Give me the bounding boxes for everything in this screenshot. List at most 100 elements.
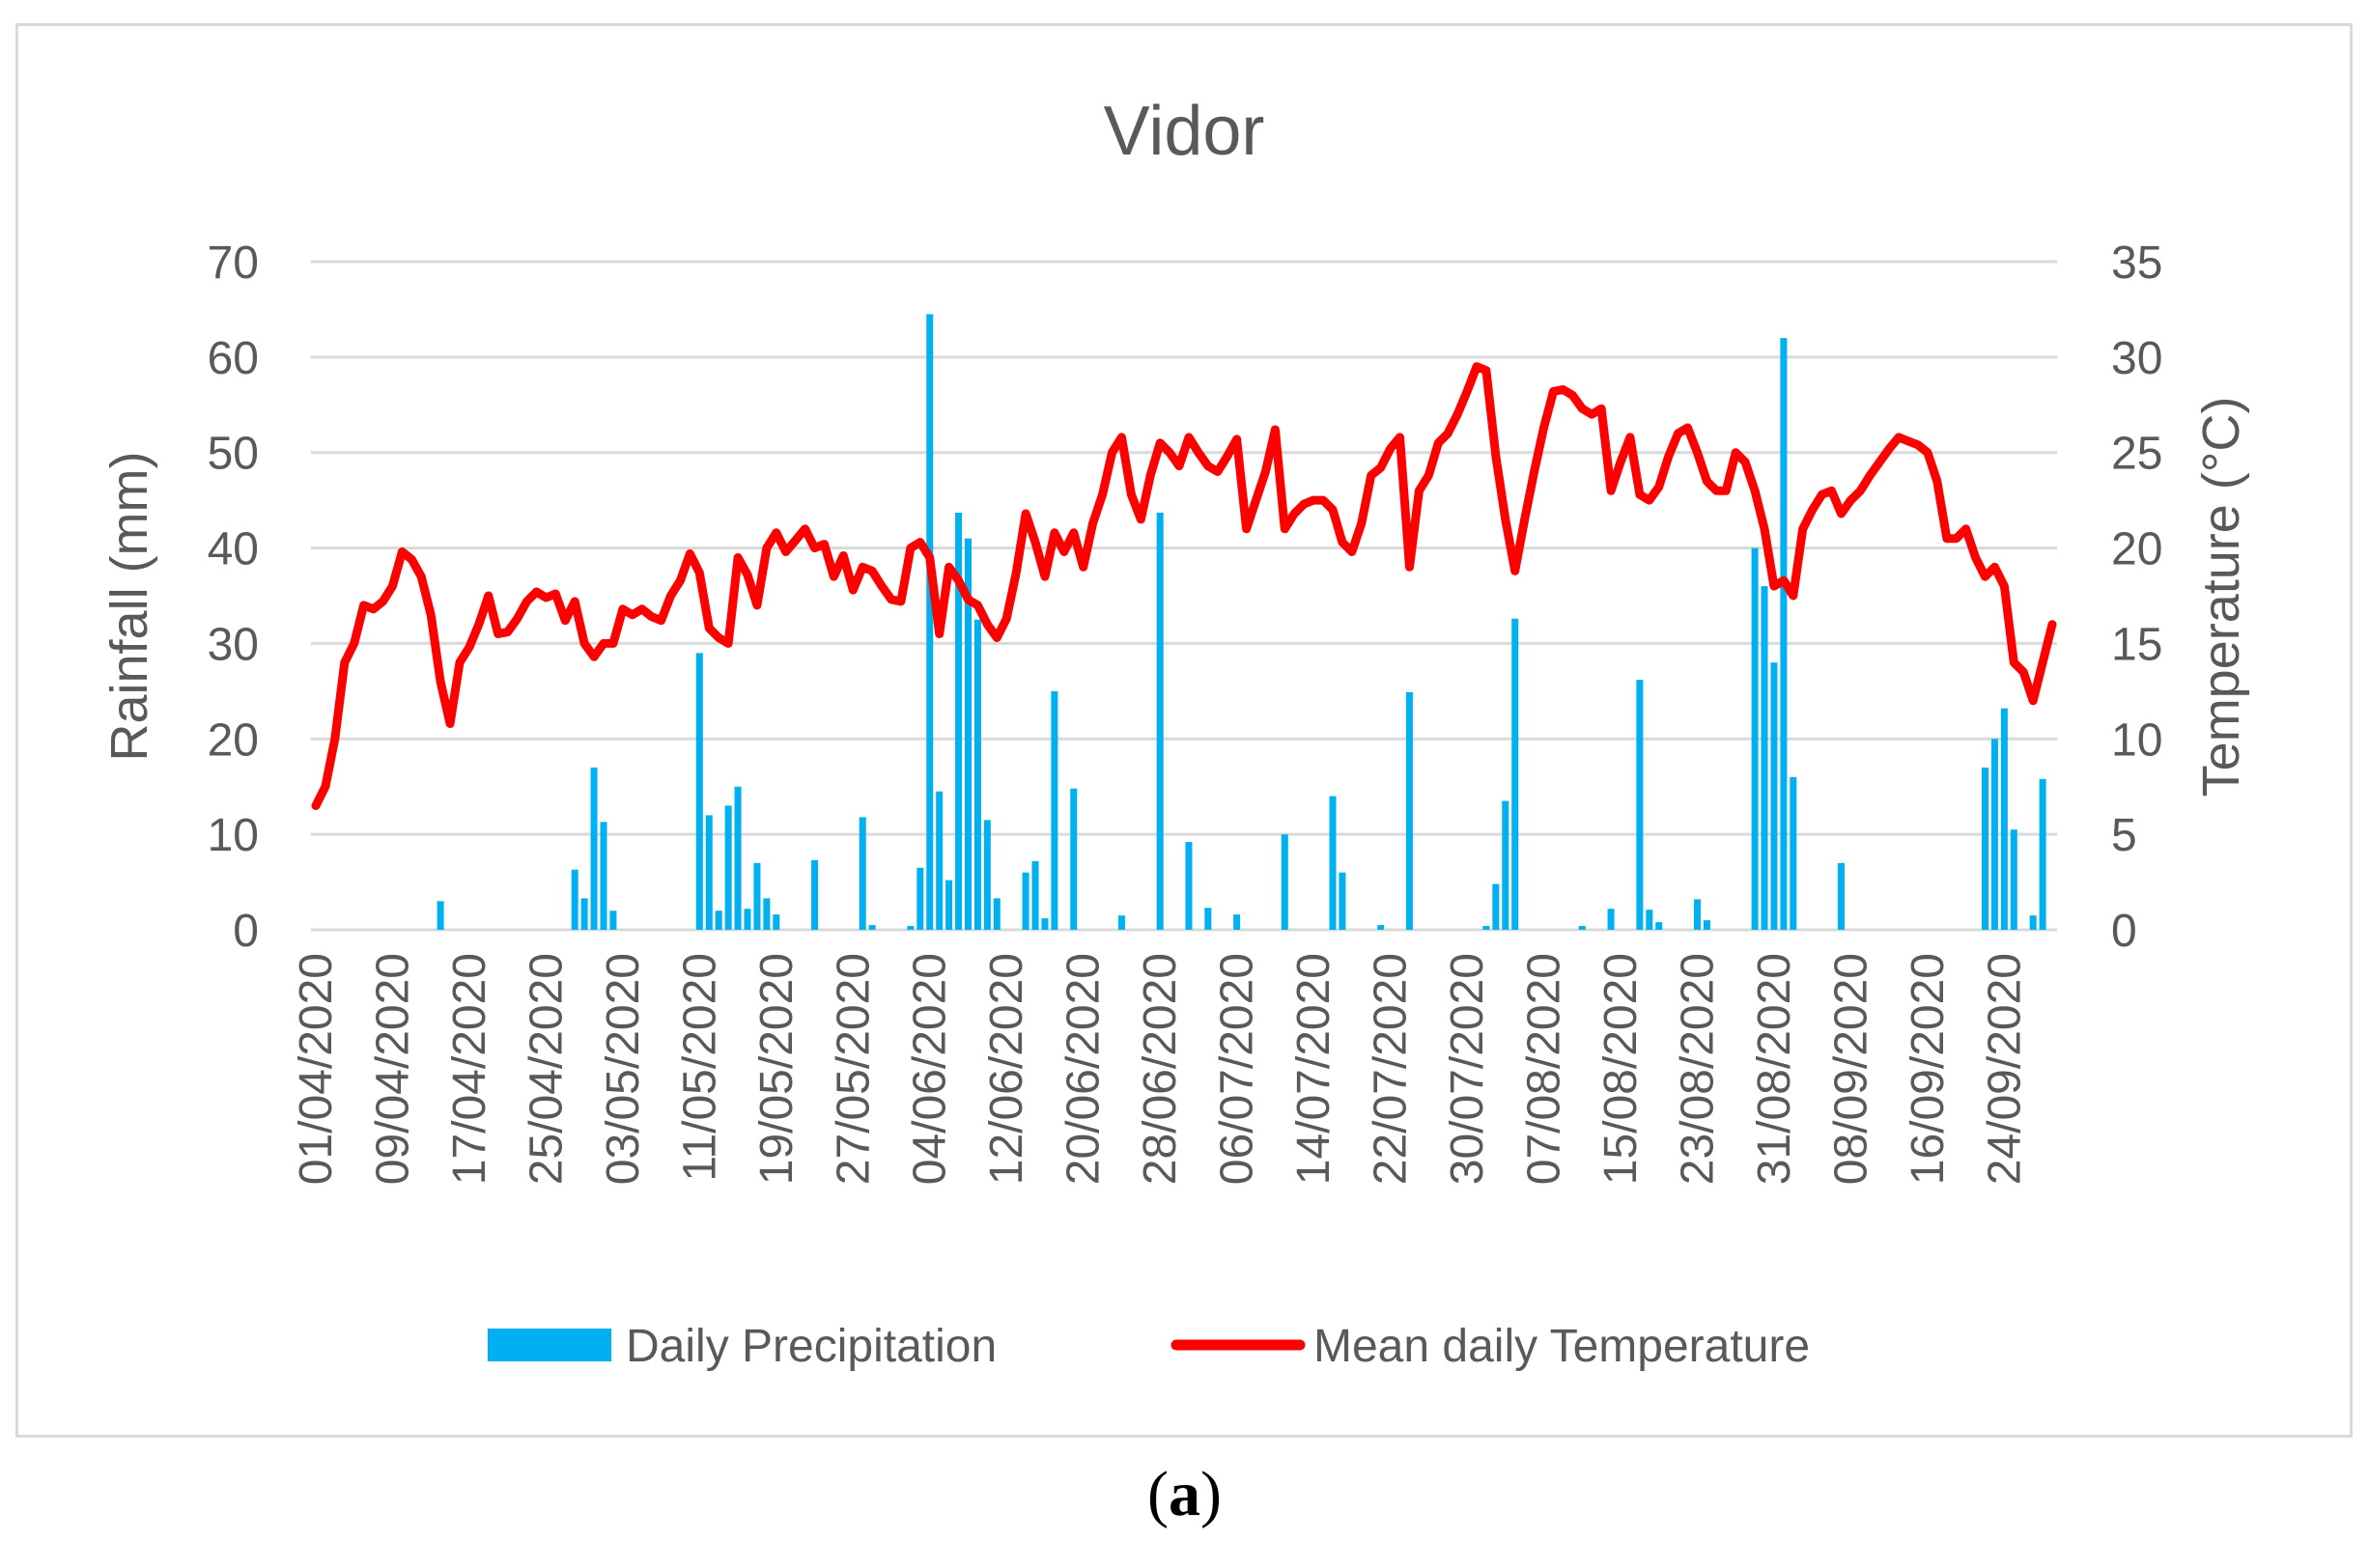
x-tick-label: 01/04/2020 — [291, 953, 342, 1185]
precipitation-bar — [1636, 679, 1644, 930]
y-tick-label: 0 — [233, 906, 259, 957]
x-tick-label: 22/07/2020 — [1366, 953, 1417, 1185]
precipitation-bar — [571, 869, 578, 930]
right-axis-ticks: 0 5 10 15 20 25 30 35 — [2111, 238, 2162, 957]
y2-axis-label: Temperature (°C) — [2192, 397, 2250, 798]
precipitation-bar — [773, 914, 780, 930]
precipitation-bar — [1578, 926, 1586, 930]
x-tick-label: 24/09/2020 — [1979, 953, 2030, 1185]
precipitation-bar — [1646, 910, 1653, 930]
x-tick-label: 25/04/2020 — [521, 953, 572, 1185]
precipitation-bar — [1281, 834, 1288, 930]
precipitation-bar — [973, 619, 981, 930]
precipitation-bar — [1511, 618, 1519, 930]
precipitation-bar — [1041, 918, 1049, 930]
x-tick-label: 04/06/2020 — [905, 953, 956, 1185]
precipitation-bar — [1981, 767, 1988, 930]
precipitation-bar — [1031, 860, 1039, 930]
precipitation-bar — [1502, 800, 1509, 930]
precipitation-bar — [715, 910, 722, 930]
chart: Vidor 0 10 20 30 40 50 60 70 0 5 10 15 20 25 30 35 01/… — [100, 93, 2250, 1372]
x-tick-label: 07/08/2020 — [1519, 953, 1570, 1185]
y-tick-label: 50 — [208, 429, 259, 480]
precipitation-bar — [1022, 872, 1029, 930]
x-tick-label: 11/05/2020 — [674, 953, 725, 1182]
precipitation-bar — [2000, 708, 2008, 930]
y2-tick-label: 10 — [2111, 714, 2162, 766]
precipitation-bar — [1837, 862, 1845, 930]
legend-swatch-precipitation — [488, 1329, 611, 1361]
precipitation-bar — [1405, 691, 1413, 930]
y2-tick-label: 5 — [2111, 810, 2137, 861]
y-tick-label: 10 — [208, 810, 259, 861]
precipitation-bar — [945, 880, 953, 930]
x-tick-label: 28/06/2020 — [1135, 953, 1186, 1185]
precipitation-bar — [580, 898, 588, 930]
precipitation-bar — [964, 538, 972, 930]
precipitation-bar — [1761, 586, 1768, 930]
y-tick-label: 40 — [208, 524, 259, 575]
y-axis-label: Rainfall (mm) — [100, 451, 158, 761]
precipitation-bar — [1780, 338, 1788, 931]
y-tick-label: 20 — [208, 714, 259, 766]
precipitation-bar — [744, 909, 751, 930]
x-tick-label: 15/08/2020 — [1595, 953, 1647, 1185]
precipitation-bar — [1204, 908, 1212, 930]
y2-tick-label: 25 — [2111, 429, 2162, 480]
temperature-line — [311, 362, 2057, 810]
precipitation-bar — [609, 910, 617, 930]
precipitation-bar — [1339, 872, 1346, 930]
precipitation-bar — [1492, 883, 1500, 930]
precipitation-bar — [695, 653, 703, 930]
x-tick-label: 27/05/2020 — [828, 953, 879, 1185]
precipitation-bar — [868, 925, 876, 930]
caption-letter: a — [1169, 1459, 1200, 1529]
y2-tick-label: 15 — [2111, 619, 2162, 670]
precipitation-bar — [600, 822, 607, 930]
precipitation-bar — [1051, 690, 1058, 930]
chart-title: Vidor — [1104, 93, 1265, 170]
y2-tick-label: 35 — [2111, 238, 2162, 289]
precipitation-bar — [1482, 926, 1490, 930]
caption-open: ( — [1147, 1459, 1169, 1529]
precipitation-bar — [983, 820, 991, 930]
precipitation-bar — [734, 786, 742, 930]
y-tick-label: 70 — [208, 238, 259, 289]
precipitation-bar — [993, 898, 1001, 930]
precipitation-bar — [1990, 739, 1998, 930]
precipitation-bar — [1070, 788, 1078, 930]
precipitation-bar — [2039, 778, 2046, 930]
legend-label-temperature: Mean daily Temperature — [1313, 1321, 1810, 1372]
x-tick-label: 31/08/2020 — [1749, 953, 1800, 1185]
caption-close: ) — [1200, 1459, 1222, 1529]
precipitation-bar — [763, 898, 771, 930]
x-tick-label: 16/09/2020 — [1903, 953, 1954, 1185]
precipitation-bar — [1655, 922, 1663, 930]
x-tick-label: 20/06/2020 — [1058, 953, 1110, 1185]
precipitation-bar — [437, 901, 444, 930]
x-tick-label: 12/06/2020 — [981, 953, 1032, 1185]
x-tick-label: 23/08/2020 — [1673, 953, 1724, 1185]
legend: Daily Precipitation Mean daily Temperatu… — [488, 1321, 1810, 1372]
precipitation-bars — [437, 314, 2046, 931]
precipitation-bar — [1751, 547, 1759, 930]
precipitation-bar — [705, 815, 713, 930]
x-tick-label: 08/09/2020 — [1825, 953, 1876, 1185]
precipitation-bar — [1117, 915, 1125, 930]
precipitation-bar — [1185, 842, 1193, 930]
precipitation-bar — [753, 862, 761, 930]
precipitation-bar — [1770, 662, 1778, 930]
x-tick-label: 17/04/2020 — [444, 953, 495, 1185]
precipitation-bar — [955, 512, 963, 930]
y-tick-label: 60 — [208, 333, 259, 384]
chart-frame — [15, 23, 2353, 1438]
precipitation-bar — [1703, 920, 1710, 930]
legend-label-precipitation: Daily Precipitation — [626, 1321, 997, 1372]
precipitation-bar — [590, 767, 598, 930]
precipitation-bar — [859, 817, 866, 930]
y-tick-label: 30 — [208, 619, 259, 670]
precipitation-bar — [1607, 909, 1615, 930]
left-axis-ticks: 0 10 20 30 40 50 60 70 — [208, 238, 259, 957]
precipitation-bar — [1790, 776, 1797, 930]
x-tick-label: 19/05/2020 — [751, 953, 803, 1185]
